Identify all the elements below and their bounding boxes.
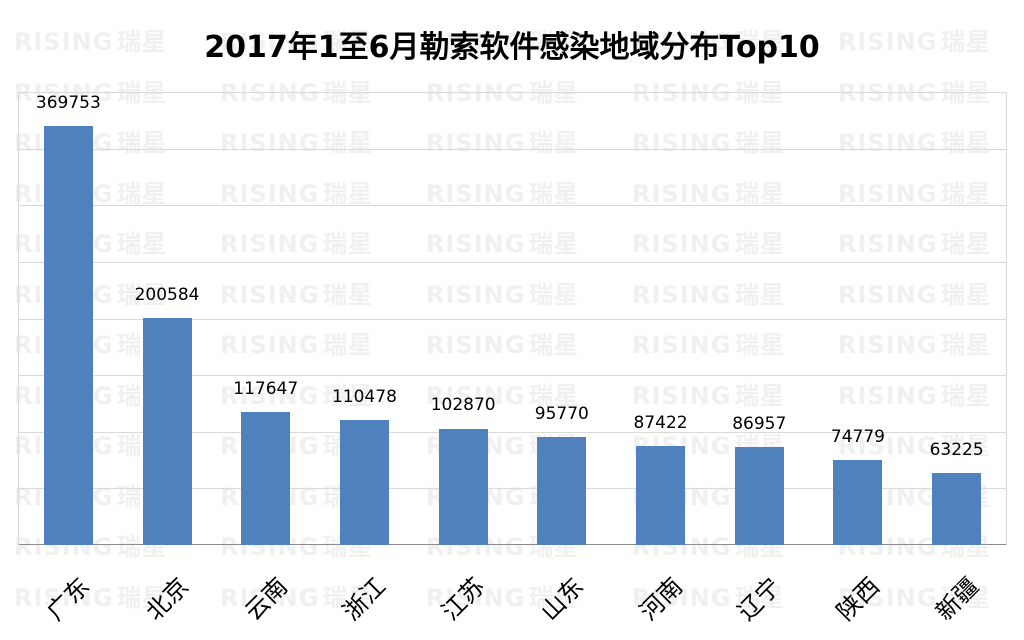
gridline <box>19 205 1006 207</box>
category-label: 辽宁 <box>732 572 787 626</box>
gridline <box>19 318 1006 320</box>
category-label: 云南 <box>239 572 293 626</box>
gridline <box>19 488 1006 490</box>
data-label: 200584 <box>134 284 200 305</box>
data-label: 74779 <box>830 427 885 448</box>
category-label: 陕西 <box>831 572 885 626</box>
bar[interactable] <box>932 473 982 545</box>
data-label: 63225 <box>929 440 984 461</box>
data-label: 369753 <box>35 93 101 114</box>
data-label: 117647 <box>233 378 299 399</box>
bar[interactable] <box>537 436 587 545</box>
data-label: 86957 <box>732 413 787 434</box>
bar[interactable] <box>636 446 686 545</box>
category-label: 北京 <box>140 572 195 626</box>
bar[interactable] <box>142 317 192 545</box>
gridline <box>19 431 1006 433</box>
chart-title: 2017年1至6月勒索软件感染地域分布Top10 <box>204 30 820 65</box>
gridline <box>19 92 1006 93</box>
x-axis-line <box>19 544 1006 545</box>
bar[interactable] <box>339 419 389 545</box>
category-label: 广东 <box>41 572 96 626</box>
bar[interactable] <box>734 446 784 545</box>
data-label: 95770 <box>534 403 589 424</box>
category-label: 河南 <box>633 572 688 626</box>
data-label: 102870 <box>430 395 496 416</box>
data-label: 110478 <box>331 386 397 407</box>
bar[interactable] <box>43 126 93 545</box>
bar[interactable] <box>438 428 488 545</box>
bar[interactable] <box>833 460 883 545</box>
category-label: 山东 <box>535 572 589 626</box>
data-label: 87422 <box>633 412 688 433</box>
plot-area: 369753 200584 117647 110478 102870 95770 87422… <box>18 92 1007 545</box>
category-label: 浙江 <box>337 572 392 626</box>
category-label: 江苏 <box>436 572 491 626</box>
gridline <box>19 375 1006 377</box>
bar[interactable] <box>241 411 291 545</box>
category-label: 新疆 <box>929 572 984 626</box>
gridline <box>19 148 1006 150</box>
gridline <box>19 261 1006 263</box>
